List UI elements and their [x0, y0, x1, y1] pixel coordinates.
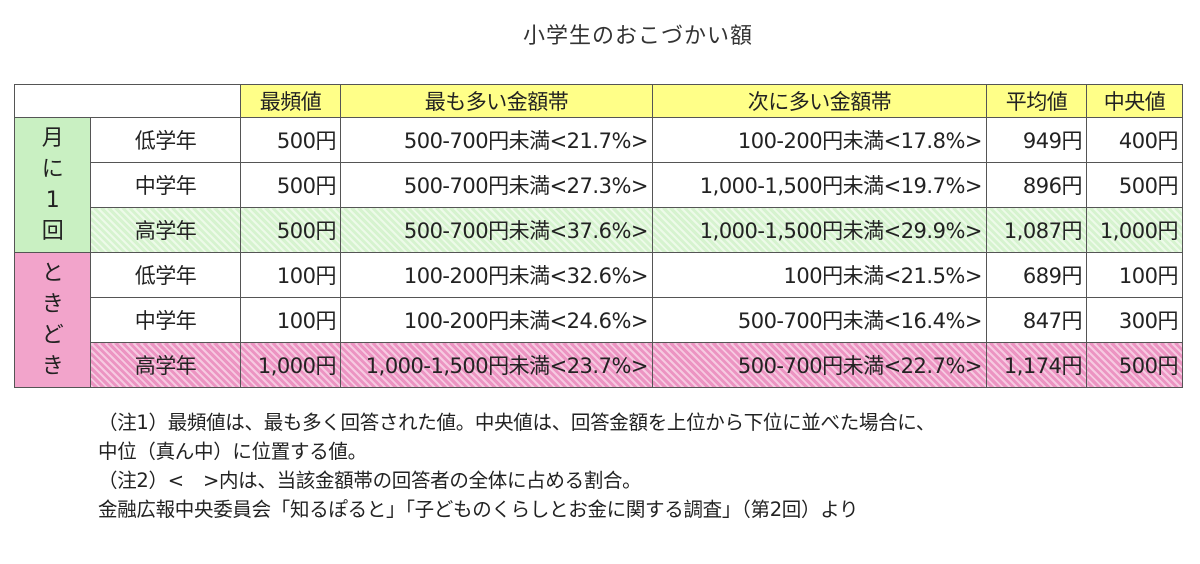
- mean-cell: 1,174円: [986, 342, 1087, 388]
- grade-cell: 中学年: [90, 162, 241, 208]
- note-line: 中位（真ん中）に位置する値。: [98, 440, 367, 463]
- second-band-cell: 1,000-1,500円未満<19.7%>: [652, 162, 987, 208]
- grade-cell: 低学年: [90, 117, 241, 163]
- mode-cell: 500円: [240, 162, 341, 208]
- grade-cell: 高学年: [90, 207, 241, 253]
- grade-cell: 中学年: [90, 297, 241, 343]
- header-median: 中央値: [1086, 84, 1183, 118]
- second-band-cell: 1,000-1,500円未満<29.9%>: [652, 207, 987, 253]
- median-cell: 1,000円: [1086, 207, 1183, 253]
- mode-cell: 100円: [240, 252, 341, 298]
- top-band-cell: 100-200円未満<32.6%>: [340, 252, 653, 298]
- header-mean: 平均値: [986, 84, 1087, 118]
- median-cell: 300円: [1086, 297, 1183, 343]
- mean-cell: 949円: [986, 117, 1087, 163]
- group-label-char: 1: [45, 188, 60, 213]
- median-cell: 500円: [1086, 162, 1183, 208]
- top-band-cell: 500-700円未満<27.3%>: [340, 162, 653, 208]
- table-row-highlighted: 高学年 500円 500-700円未満<37.6%> 1,000-1,500円未…: [15, 207, 1183, 253]
- table-row: 中学年 100円 100-200円未満<24.6%> 500-700円未満<16…: [15, 297, 1183, 343]
- top-band-cell: 500-700円未満<37.6%>: [340, 207, 653, 253]
- group-label-occasional: と き ど き: [14, 252, 91, 388]
- group-label-char: に: [41, 157, 64, 182]
- header-row: 最頻値 最も多い金額帯 次に多い金額帯 平均値 中央値: [14, 84, 1183, 118]
- table-row: と き ど き 低学年 100円 100-200円未満<32.6%> 100円未…: [14, 252, 1183, 388]
- mean-cell: 1,087円: [986, 207, 1087, 253]
- median-cell: 400円: [1086, 117, 1183, 163]
- header-second-band: 次に多い金額帯: [652, 84, 987, 118]
- mode-cell: 100円: [240, 297, 341, 343]
- table-row: 中学年 500円 500-700円未満<27.3%> 1,000-1,500円未…: [15, 162, 1183, 208]
- allowance-table: 最頻値 最も多い金額帯 次に多い金額帯 平均値 中央値 月 に 1 回 低学年 …: [14, 84, 1183, 388]
- mode-cell: 1,000円: [240, 342, 341, 388]
- top-band-cell: 100-200円未満<24.6%>: [340, 297, 653, 343]
- group-label-monthly: 月 に 1 回: [14, 117, 91, 253]
- group-label-char: 回: [41, 219, 64, 244]
- second-band-cell: 500-700円未満<16.4%>: [652, 297, 987, 343]
- second-band-cell: 100-200円未満<17.8%>: [652, 117, 987, 163]
- group-label-char: 月: [41, 126, 64, 151]
- table-row-highlighted: 高学年 1,000円 1,000-1,500円未満<23.7%> 500-700…: [15, 342, 1183, 388]
- median-cell: 500円: [1086, 342, 1183, 388]
- note-line: （注2）< >内は、当該金額帯の回答者の全体に占める割合。: [98, 469, 642, 492]
- mode-cell: 500円: [240, 117, 341, 163]
- source-line: 金融広報中央委員会「知るぽると」「子どものくらしとお金に関する調査」（第2回）よ…: [98, 498, 859, 521]
- top-band-cell: 1,000-1,500円未満<23.7%>: [340, 342, 653, 388]
- footnotes: （注1）最頻値は、最も多く回答された値。中央値は、回答金額を上位から下位に並べた…: [98, 408, 935, 524]
- corner-cell: [14, 84, 241, 118]
- median-cell: 100円: [1086, 252, 1183, 298]
- table-row: 月 に 1 回 低学年 500円 500-700円未満<21.7%> 100-2…: [14, 117, 1183, 253]
- header-mode: 最頻値: [240, 84, 341, 118]
- grade-cell: 高学年: [90, 342, 241, 388]
- note-line: （注1）最頻値は、最も多く回答された値。中央値は、回答金額を上位から下位に並べた…: [98, 411, 936, 434]
- mean-cell: 847円: [986, 297, 1087, 343]
- second-band-cell: 500-700円未満<22.7%>: [652, 342, 987, 388]
- mean-cell: 689円: [986, 252, 1087, 298]
- group-label-char: き: [41, 354, 64, 379]
- mean-cell: 896円: [986, 162, 1087, 208]
- grade-cell: 低学年: [90, 252, 241, 298]
- page-title: 小学生のおこづかい額: [522, 24, 753, 49]
- header-top-band: 最も多い金額帯: [340, 84, 653, 118]
- group-label-char: き: [41, 292, 64, 317]
- second-band-cell: 100円未満<21.5%>: [652, 252, 987, 298]
- top-band-cell: 500-700円未満<21.7%>: [340, 117, 653, 163]
- group-label-char: ど: [41, 323, 64, 348]
- group-label-char: と: [41, 261, 64, 286]
- mode-cell: 500円: [240, 207, 341, 253]
